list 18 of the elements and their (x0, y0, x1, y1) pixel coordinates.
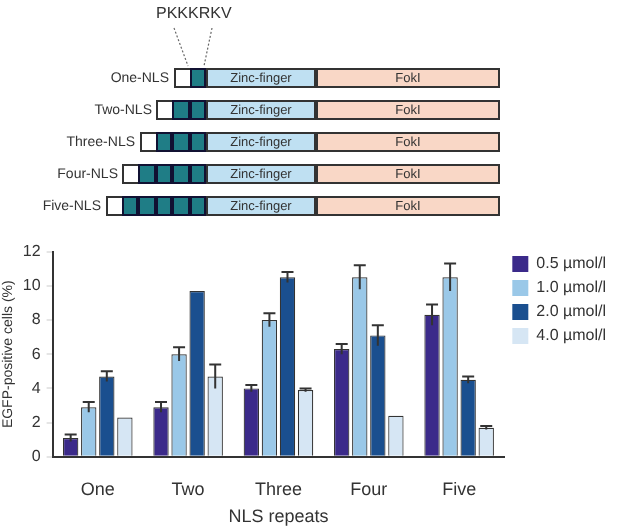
y-tick-label: 12 (22, 242, 42, 261)
y-tick-label: 10 (22, 276, 42, 295)
x-tick-label: Three (254, 478, 302, 499)
y-tick-label: 0 (31, 447, 42, 466)
y-tick-label: 6 (31, 344, 42, 363)
legend-label: 0.5 µmol/l (536, 254, 607, 273)
x-tick-label: Five (442, 478, 477, 499)
y-tick-label: 4 (31, 378, 42, 397)
text: PKKKRKV (156, 4, 232, 22)
y-tick-label: 2 (31, 413, 42, 432)
x-tick-label: Two (171, 478, 205, 499)
x-tick-label: One (80, 478, 115, 499)
legend-label: 2.0 µmol/l (536, 302, 607, 321)
x-axis-title: NLS repeats (228, 506, 330, 527)
x-tick-label: Four (350, 478, 388, 499)
y-tick-label: 8 (31, 310, 42, 329)
legend-label: 4.0 µmol/l (536, 326, 607, 345)
legend-label: 1.0 µmol/l (536, 278, 607, 297)
